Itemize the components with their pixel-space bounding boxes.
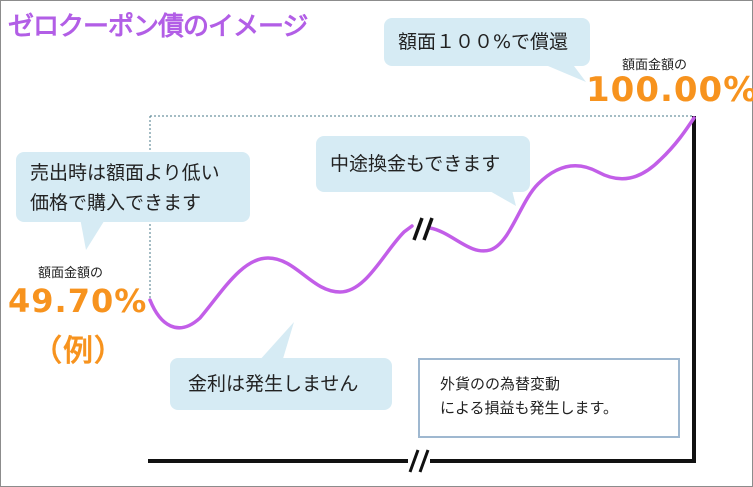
curve-break-mark <box>422 217 434 241</box>
end-label: 額面金額の <box>622 58 688 73</box>
interest-bubble-text: 金利は発生しません <box>188 373 359 395</box>
interest-bubble: 金利は発生しません <box>170 358 392 410</box>
price-curve <box>148 116 696 330</box>
buy-bubble: 売出時は額面より低い 価格で購入できます <box>16 152 250 222</box>
start-example: （例） <box>32 334 125 369</box>
fx-note-box: 外貨のの為替変動 による損益も発生します。 <box>418 358 680 438</box>
redeem-bubble-tail <box>548 66 586 82</box>
fx-note-line-2: による損益も発生します。 <box>440 399 619 417</box>
buy-bubble-tail <box>80 218 106 250</box>
interest-bubble-tail <box>258 322 294 362</box>
redeem-bubble-text: 額面１００%で償還 <box>398 31 569 53</box>
axis-break-mark <box>418 449 430 473</box>
midway-bubble: 中途換金もできます <box>316 136 530 192</box>
diagram-title: ゼロクーポン債のイメージ <box>8 12 308 42</box>
buy-bubble-line-2: 価格で購入できます <box>30 192 202 214</box>
curve-break-mark <box>412 217 424 241</box>
fx-note-line-1: 外貨のの為替変動 <box>440 375 561 393</box>
buy-bubble-line-1: 売出時は額面より低い <box>30 162 220 184</box>
end-value: 100.00% <box>586 70 753 110</box>
axis-break-mark <box>408 449 420 473</box>
midway-bubble-text: 中途換金もできます <box>330 153 501 175</box>
start-value: 49.70% <box>8 282 148 320</box>
start-label: 額面金額の <box>38 266 104 281</box>
redeem-bubble: 額面１００%で償還 <box>384 18 590 66</box>
midway-bubble-tail <box>488 190 516 206</box>
